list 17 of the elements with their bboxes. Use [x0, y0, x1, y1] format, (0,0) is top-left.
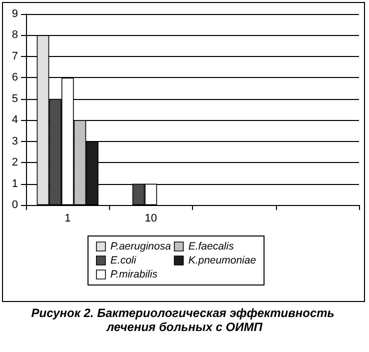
y-tick-label: 8 [12, 29, 18, 42]
y-tick-label: 3 [12, 135, 18, 148]
y-tick-label: 9 [12, 8, 18, 20]
y-tick-label: 1 [12, 178, 18, 190]
legend-label: E.faecalis [188, 240, 235, 252]
y-tick-label: 5 [12, 92, 18, 105]
x-tick-label: 10 [144, 212, 157, 224]
legend-label: K.pneumoniae [188, 254, 256, 266]
legend-label: P.mirabilis [110, 268, 158, 280]
y-tick-label: 6 [12, 72, 18, 84]
y-tick-label: 2 [12, 156, 18, 169]
legend-label: E.coli [110, 254, 137, 266]
y-tick-label: 4 [12, 114, 18, 126]
legend-label: P.aeruginosa [110, 240, 172, 252]
y-tick-label: 0 [12, 199, 18, 211]
text: Рисунок 2. Бактериологическая эффективность лечения больных с ОИМП [31, 306, 338, 334]
y-tick-label: 7 [12, 50, 18, 62]
